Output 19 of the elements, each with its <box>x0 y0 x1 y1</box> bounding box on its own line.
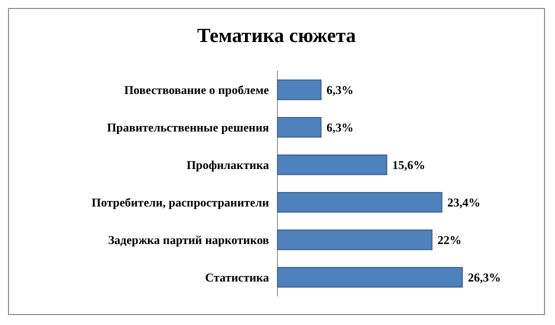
bar <box>277 116 322 138</box>
data-label: 6,3% <box>326 120 354 134</box>
data-label: 23,4% <box>447 195 480 210</box>
y-tick-label: Задержка партий наркотиков <box>108 232 270 247</box>
data-label: 22% <box>437 232 462 247</box>
chart-title: Тематика сюжета <box>197 25 356 47</box>
data-label: 6,3% <box>326 82 354 97</box>
y-tick-label: Потребители, распространители <box>92 195 270 210</box>
bar <box>277 79 322 100</box>
bar <box>277 266 463 288</box>
bar <box>277 154 388 176</box>
y-tick-label: Профилактика <box>186 158 269 172</box>
data-label: 26,3% <box>468 270 501 284</box>
y-tick-label: Правительственные решения <box>106 120 270 134</box>
y-tick-label: Повествование о проблеме <box>124 82 270 97</box>
bar <box>277 192 442 213</box>
bar <box>277 229 432 250</box>
data-label: 15,6% <box>392 158 426 172</box>
y-tick-label: Статистика <box>205 270 269 284</box>
